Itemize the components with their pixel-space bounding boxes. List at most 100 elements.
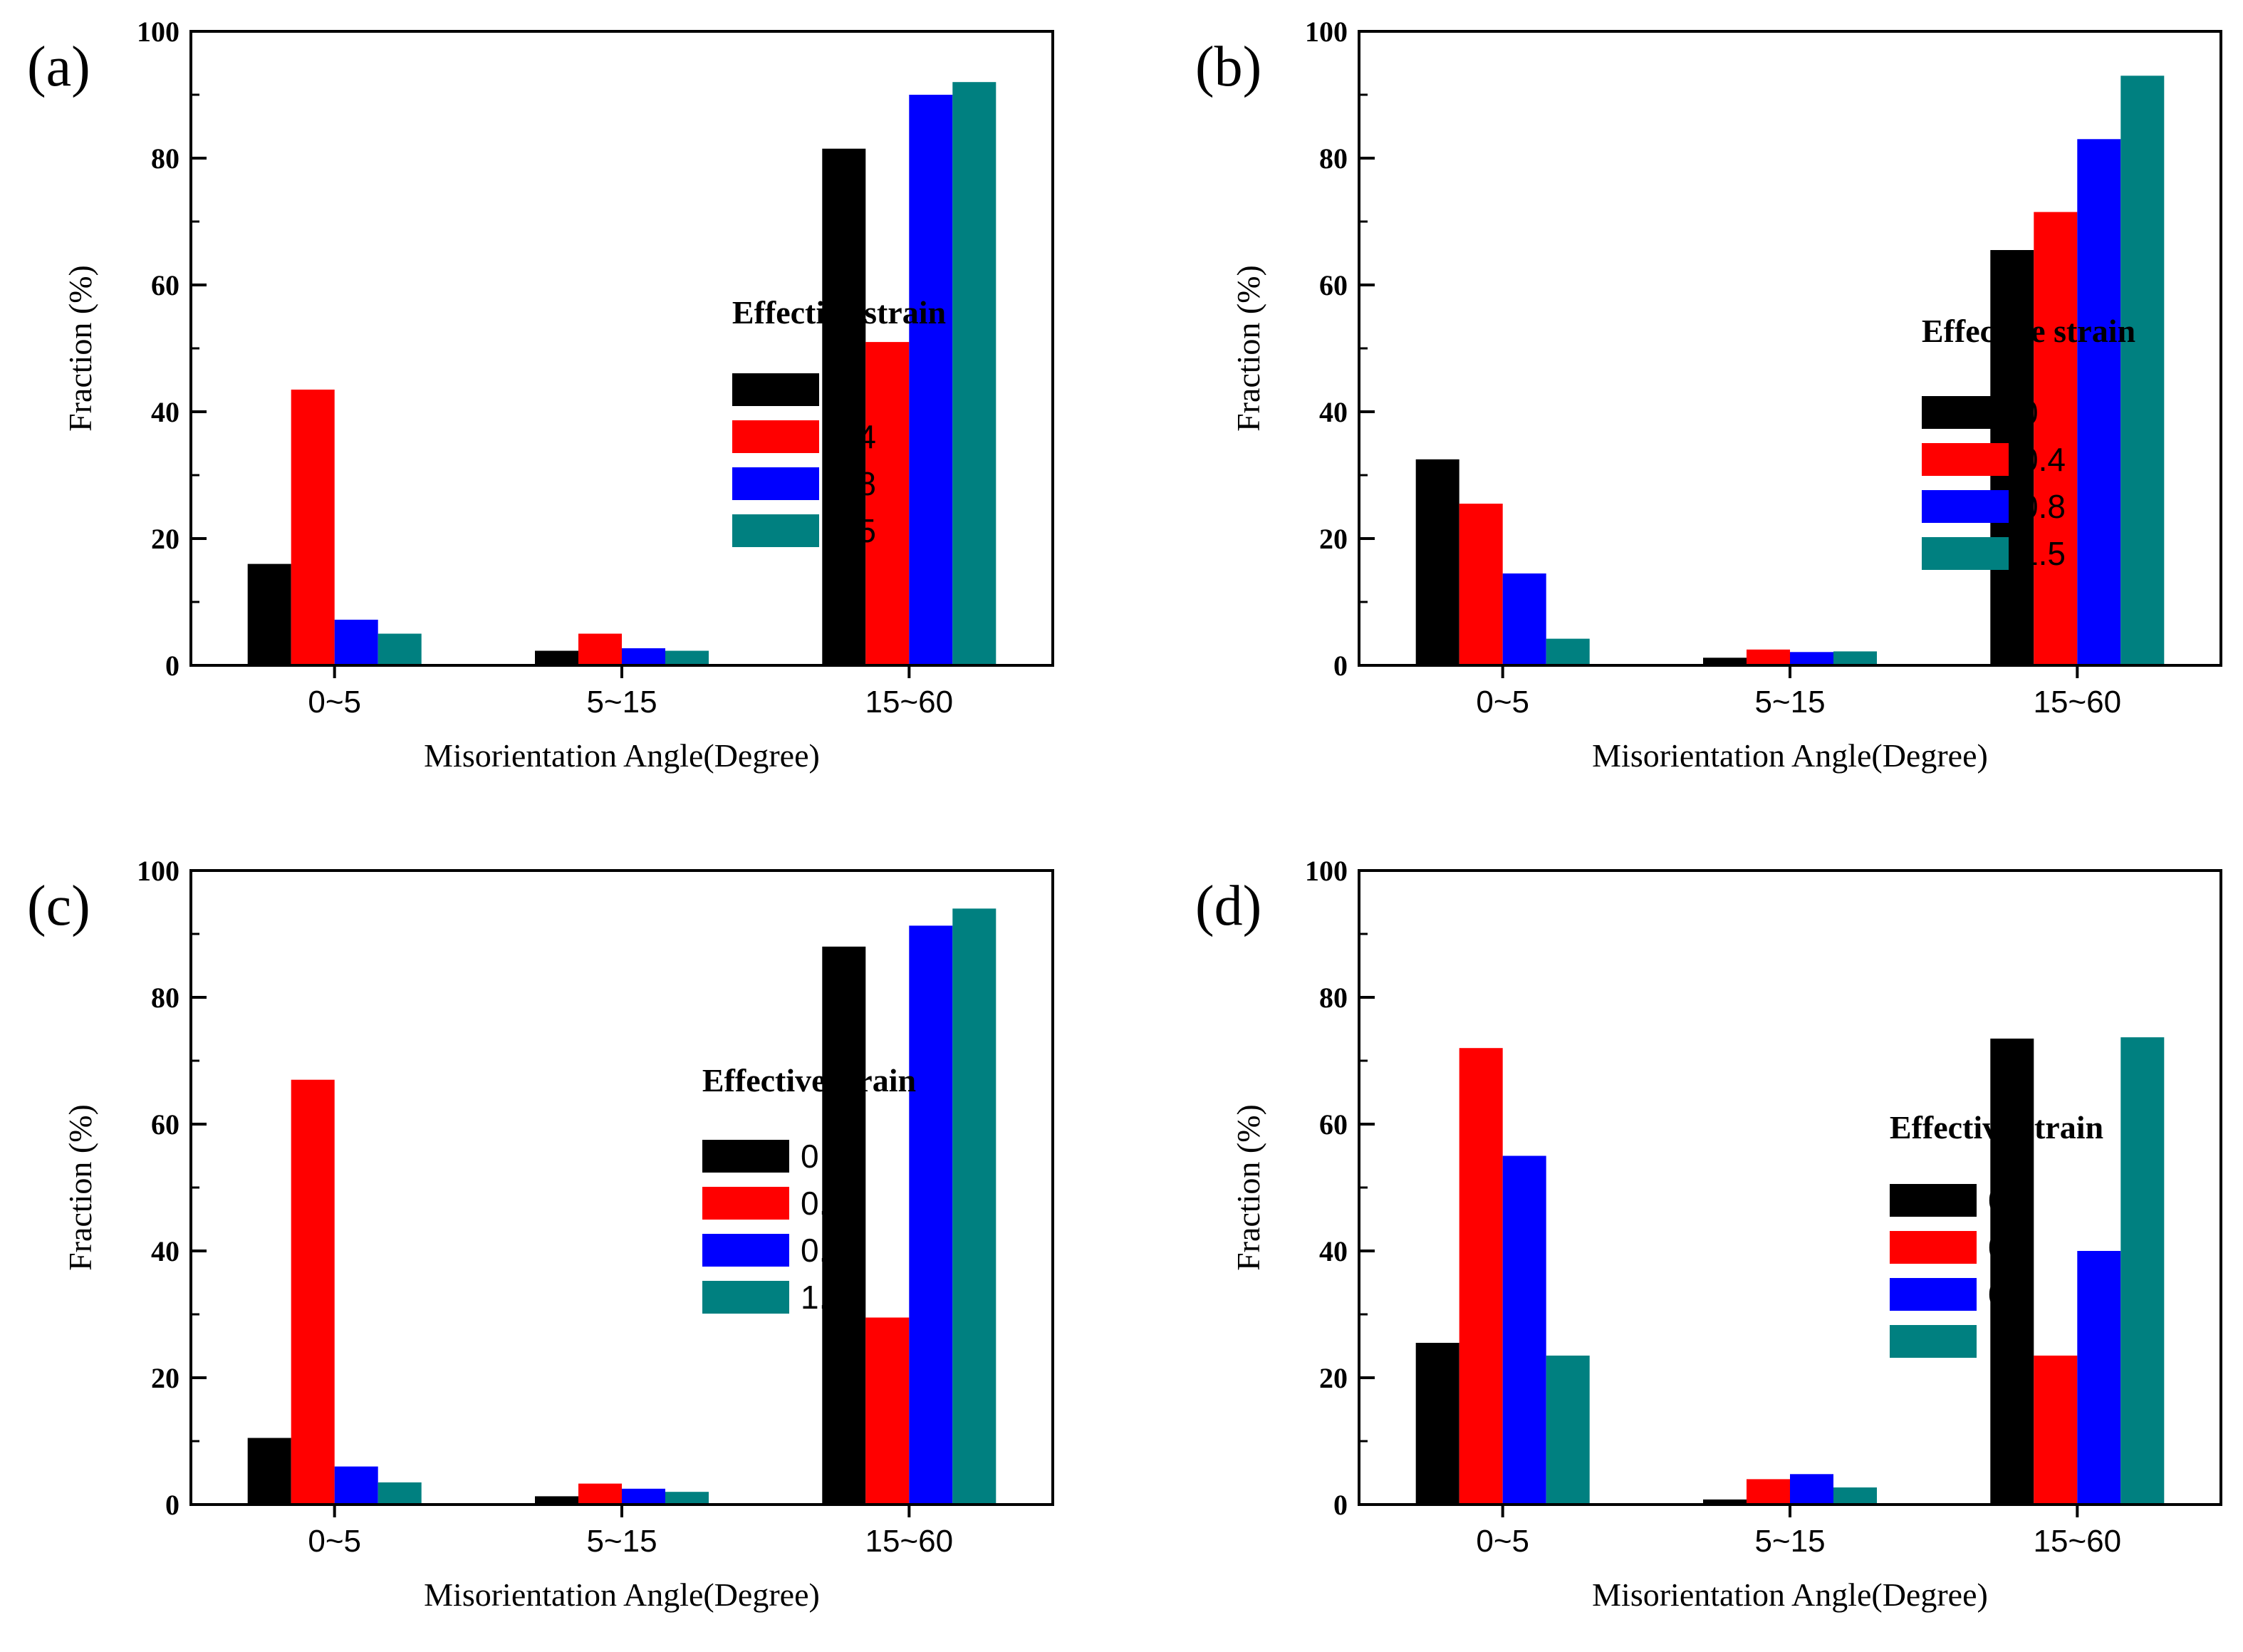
y-tick-label: 80 [151,142,179,175]
legend-swatch [1890,1278,1977,1311]
y-tick-label: 0 [165,650,179,682]
legend-label: 0.8 [1988,1276,2034,1313]
legend-swatch [702,1234,789,1267]
legend-label: 1.5 [2020,535,2066,572]
bar [1546,1355,1590,1505]
bar [1502,573,1546,665]
bar [2077,139,2121,666]
plot-frame [1358,869,2222,1506]
legend-label: 1.5 [1988,1323,2034,1360]
y-axis-title: Fraction (%) [1230,1104,1266,1271]
bar [334,1466,378,1505]
x-axis-title: Misorientation Angle(Degree) [424,737,820,774]
bar [291,1079,335,1505]
legend-title: Effective strain [1922,313,2135,349]
bar [1703,1499,1747,1505]
legend-label: 0.8 [801,1232,846,1269]
legend-swatch [732,420,819,453]
panel-label: (a) [27,36,90,98]
bar [1415,1343,1459,1505]
y-tick-label: 40 [151,1235,179,1267]
bar [378,1482,422,1505]
bar [665,1492,709,1505]
x-tick-label: 0~5 [308,1524,361,1559]
y-tick-label: 80 [1319,982,1348,1014]
bar [1415,459,1459,666]
bar [952,82,996,665]
y-tick-label: 20 [151,1362,179,1394]
bar [1790,1474,1833,1505]
legend-swatch [732,514,819,547]
bar [535,650,578,665]
x-tick-label: 0~5 [308,685,361,719]
panel-label: (d) [1195,875,1261,937]
bar [1703,658,1747,665]
y-tick-label: 80 [151,982,179,1014]
x-tick-label: 0~5 [1476,1524,1529,1559]
y-tick-label: 0 [1333,1489,1348,1521]
bar [291,389,335,665]
bar [1833,1487,1877,1505]
legend-label: 1.5 [831,512,876,549]
x-tick-label: 15~60 [2034,685,2122,719]
legend-swatch [702,1187,789,1220]
x-tick-label: 5~15 [586,685,657,719]
legend-label: 0.4 [2020,441,2066,478]
y-tick-label: 20 [1319,1362,1348,1394]
plot-frame [189,30,1054,667]
legend-swatch [702,1140,789,1173]
bar [1459,504,1503,665]
y-tick-label: 0 [1333,650,1348,682]
bar [1502,1155,1546,1505]
bar [334,619,378,665]
y-tick-label: 60 [151,269,179,301]
bar [2120,1037,2165,1505]
bar [665,650,709,665]
y-tick-label: 40 [151,396,179,428]
y-tick-label: 100 [1305,855,1348,887]
chart-panel-a: (a) 0 20 40 60 80 100 0~5 5~15 15~60 Misorientatio… [27,16,1054,774]
chart-panel-b: (b) 0 20 40 60 80 100 0~5 5~15 15~60 Misorientatio… [1195,16,2222,774]
y-tick-label: 40 [1319,396,1348,428]
y-tick-label: 0 [165,1489,179,1521]
legend-label: 0.4 [801,1185,846,1222]
bar [822,946,866,1505]
legend-label: 0.8 [2020,488,2066,525]
y-tick-label: 60 [1319,269,1348,301]
chart-panel-c: (c) 0 20 40 60 80 100 0~5 5~15 15~60 Misorientatio… [27,855,1054,1613]
bar [909,925,953,1505]
y-axis-title: Fraction (%) [1230,265,1266,432]
legend-swatch [732,467,819,500]
bar [952,908,996,1505]
bar [1747,649,1790,666]
legend-swatch [1890,1325,1977,1358]
y-tick-label: 100 [137,855,179,887]
x-tick-label: 15~60 [2034,1524,2122,1559]
y-tick-label: 60 [1319,1108,1348,1141]
legend-swatch [1890,1231,1977,1264]
chart-panel-d: (d) 0 20 40 60 80 100 0~5 5~15 15~60 Misorientatio… [1195,855,2222,1613]
bar [1990,1038,2034,1505]
legend-label: 0 [1988,1182,2007,1219]
y-tick-label: 80 [1319,142,1348,175]
x-tick-label: 0~5 [1476,685,1529,719]
bar [2034,1355,2078,1505]
bar [1459,1048,1503,1505]
bar [865,342,910,665]
x-axis-title: Misorientation Angle(Degree) [1592,1576,1988,1613]
legend-title: Effective strain [1890,1109,2103,1146]
bar [622,648,665,665]
x-tick-label: 5~15 [586,1524,657,1559]
bar [1833,651,1877,665]
y-axis-title: Fraction (%) [62,1104,98,1271]
bar [1747,1479,1790,1505]
y-tick-label: 20 [1319,523,1348,555]
bar [2077,1251,2121,1505]
y-tick-label: 100 [137,16,179,48]
y-axis-title: Fraction (%) [62,265,98,432]
bar [822,148,866,665]
legend-swatch [1922,396,2009,429]
bar [247,563,291,665]
legend-label: 0 [801,1138,819,1175]
